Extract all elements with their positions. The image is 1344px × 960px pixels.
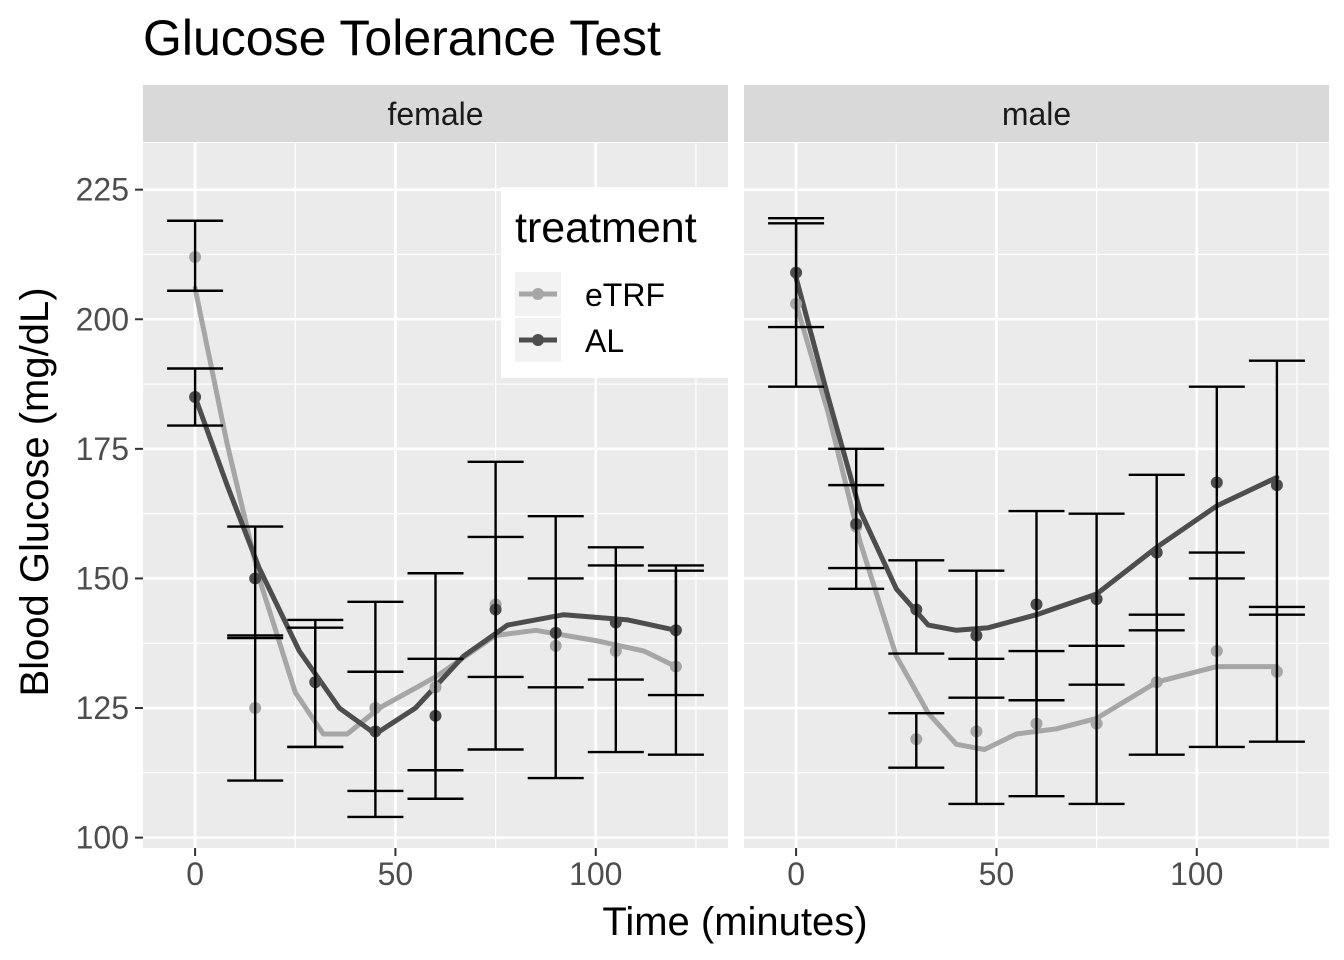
y-tick-label: 100 [76,820,129,856]
error-bar-al [1068,512,1125,686]
x-axis-label: Time (minutes) [602,900,867,944]
y-tick-label: 225 [76,172,129,208]
legend-key-point [532,334,544,346]
y-tick-label: 125 [76,690,129,726]
y-tick-label: 175 [76,431,129,467]
error-bar-al [407,657,464,772]
legend: treatment eTRF AL [501,187,729,378]
legend-title: treatment [515,204,697,252]
error-bar-al [167,367,224,427]
x-tick-label: 100 [1170,856,1223,892]
facet-strip [744,85,1329,142]
legend-label: eTRF [585,277,665,313]
x-tick-label: 50 [378,856,414,892]
x-tick-label: 100 [569,856,622,892]
legend-entry-al: AL [515,318,624,362]
x-tick-label: 50 [979,856,1015,892]
error-bar-al [1248,359,1305,616]
error-bar-al [888,559,945,655]
error-bar-al [828,447,885,570]
error-bar-al [647,569,704,697]
facet-panels: female 0 50 100 male 0 50 100 [143,85,1329,892]
error-bar-al [1128,473,1185,632]
facet-strip-label: male [1002,96,1071,132]
error-bar-al [467,535,524,679]
y-tick-label: 200 [76,301,129,337]
error-bar-al [1008,509,1065,702]
error-bar-etrf [888,712,945,769]
error-bar-al [287,626,344,749]
y-axis-label: Blood Glucose (mg/dL) [13,287,57,696]
x-tick-label: 0 [787,856,805,892]
smooth-line-al [793,275,1280,633]
chart-title: Glucose Tolerance Test [143,10,661,66]
panel-male: male 0 50 100 [744,85,1329,892]
facet-strip-label: female [387,96,483,132]
legend-key-point [532,288,544,300]
legend-label: AL [585,323,624,359]
y-tick-label: 150 [76,560,129,596]
error-bar-al [227,525,284,640]
error-bar-al [768,216,825,329]
error-bar-al [948,569,1005,699]
facet-strip [143,85,728,142]
legend-entry-etrf: eTRF [515,272,665,316]
y-axis: 100 125 150 175 200 225 [76,172,143,856]
smooth-line-al [192,394,679,737]
error-bar-al [587,564,644,681]
error-bar-al [347,670,404,793]
x-tick-label: 0 [186,856,204,892]
error-bar-al [1188,385,1245,580]
error-bar-al [527,577,584,689]
error-bar-etrf [167,219,224,292]
